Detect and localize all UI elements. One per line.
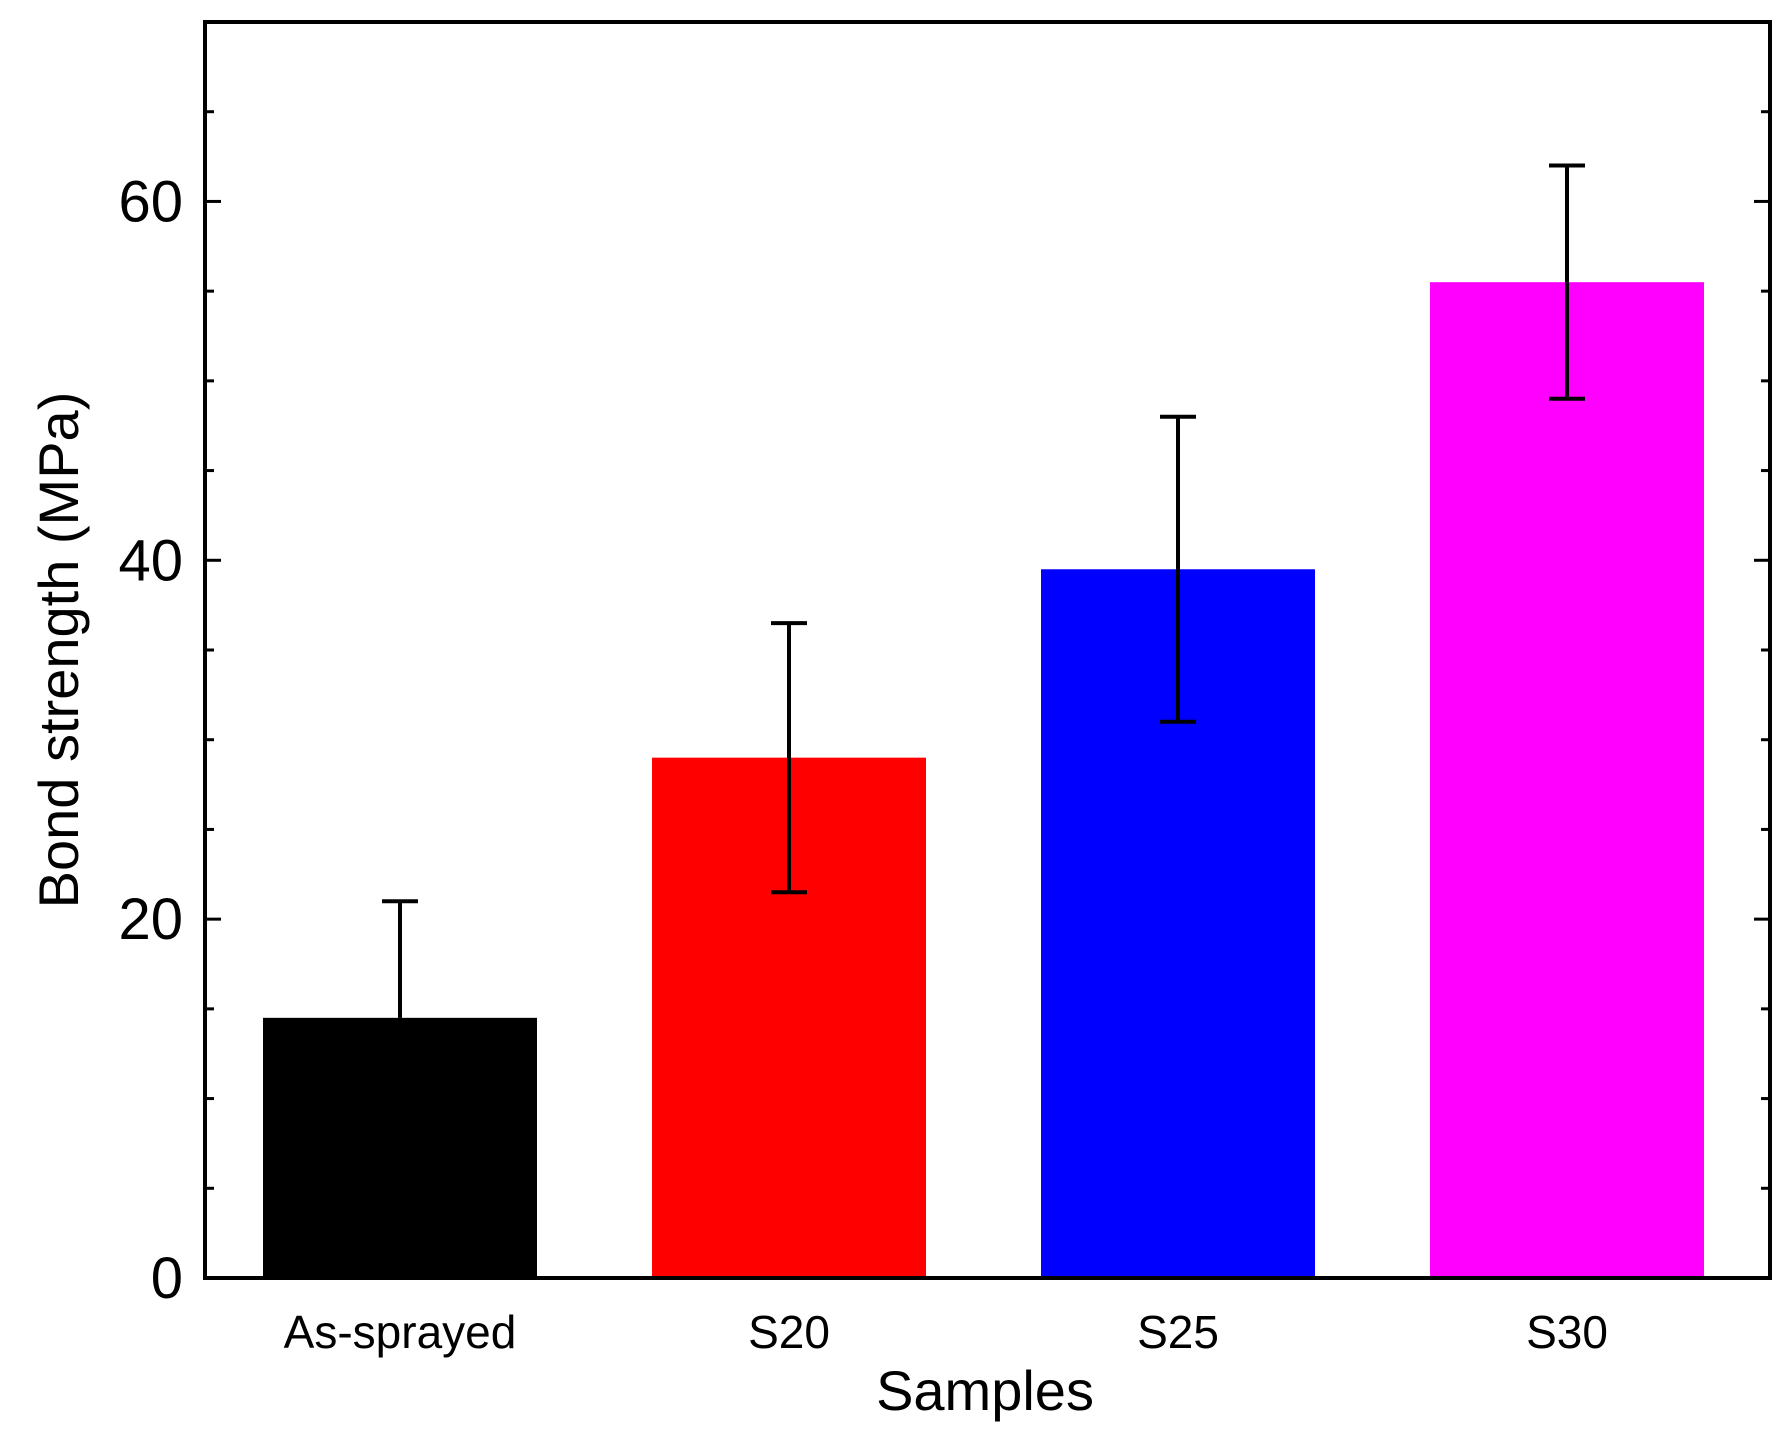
bars-group — [263, 282, 1704, 1279]
y-tick-label: 40 — [118, 528, 183, 593]
x-axis-category-labels: As-sprayed S20 S25 S30 — [284, 1306, 1608, 1358]
x-tick-label: S25 — [1137, 1306, 1219, 1358]
y-axis-ticks: 0 20 40 60 — [118, 20, 1770, 1311]
x-tick-label: As-sprayed — [284, 1306, 517, 1358]
y-axis-title: Bond strength (MPa) — [27, 392, 90, 909]
bar-as-sprayed — [263, 1017, 537, 1278]
y-tick-label: 0 — [151, 1246, 183, 1311]
x-tick-label: S30 — [1526, 1306, 1608, 1358]
bar-s30 — [1430, 282, 1704, 1279]
x-axis-title: Samples — [876, 1359, 1094, 1422]
y-tick-label: 60 — [118, 169, 183, 234]
y-tick-label: 20 — [118, 887, 183, 952]
x-tick-label: S20 — [748, 1306, 830, 1358]
error-bars-group — [382, 163, 1585, 1018]
